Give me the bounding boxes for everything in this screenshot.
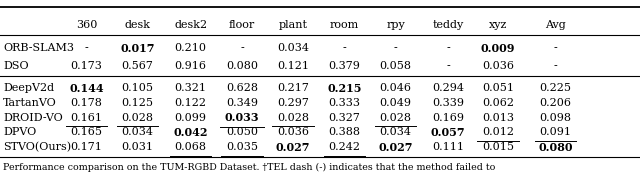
Text: 0.161: 0.161 <box>70 113 102 123</box>
Text: ORB-SLAM3: ORB-SLAM3 <box>3 43 74 53</box>
Text: DROID-VO: DROID-VO <box>3 113 63 123</box>
Text: 0.206: 0.206 <box>540 98 572 108</box>
Text: 0.294: 0.294 <box>432 83 464 93</box>
Text: 0.349: 0.349 <box>226 98 258 108</box>
Text: 0.091: 0.091 <box>540 127 572 137</box>
Text: 0.122: 0.122 <box>175 98 207 108</box>
Text: 0.628: 0.628 <box>226 83 258 93</box>
Text: 0.215: 0.215 <box>327 83 362 94</box>
Text: room: room <box>330 20 359 30</box>
Text: 0.321: 0.321 <box>175 83 207 93</box>
Text: -: - <box>342 43 346 53</box>
Text: 0.165: 0.165 <box>70 127 102 137</box>
Text: 0.046: 0.046 <box>380 83 412 93</box>
Text: 0.121: 0.121 <box>277 61 309 71</box>
Text: -: - <box>394 43 397 53</box>
Text: 0.034: 0.034 <box>380 127 412 137</box>
Text: desk2: desk2 <box>174 20 207 30</box>
Text: -: - <box>446 61 450 71</box>
Text: Performance comparison on the TUM-RGBD Dataset. †TEL dash (-) indicates that the: Performance comparison on the TUM-RGBD D… <box>3 163 495 172</box>
Text: 0.171: 0.171 <box>70 142 102 152</box>
Text: 0.042: 0.042 <box>173 127 208 138</box>
Text: 0.034: 0.034 <box>122 127 154 137</box>
Text: 0.049: 0.049 <box>380 98 412 108</box>
Text: 0.339: 0.339 <box>432 98 464 108</box>
Text: desk: desk <box>125 20 150 30</box>
Text: 0.057: 0.057 <box>431 127 465 138</box>
Text: 0.015: 0.015 <box>482 142 514 152</box>
Text: 0.050: 0.050 <box>226 127 258 137</box>
Text: 360: 360 <box>76 20 97 30</box>
Text: DeepV2d: DeepV2d <box>3 83 54 93</box>
Text: 0.036: 0.036 <box>482 61 514 71</box>
Text: 0.058: 0.058 <box>380 61 412 71</box>
Text: 0.111: 0.111 <box>432 142 464 152</box>
Text: -: - <box>554 43 557 53</box>
Text: 0.027: 0.027 <box>276 142 310 153</box>
Text: 0.567: 0.567 <box>122 61 154 71</box>
Text: 0.051: 0.051 <box>482 83 514 93</box>
Text: 0.099: 0.099 <box>175 113 207 123</box>
Text: 0.012: 0.012 <box>482 127 514 137</box>
Text: TartanVO: TartanVO <box>3 98 57 108</box>
Text: plant: plant <box>278 20 308 30</box>
Text: 0.062: 0.062 <box>482 98 514 108</box>
Text: 0.125: 0.125 <box>122 98 154 108</box>
Text: DSO: DSO <box>3 61 29 71</box>
Text: 0.031: 0.031 <box>122 142 154 152</box>
Text: 0.297: 0.297 <box>277 98 309 108</box>
Text: 0.035: 0.035 <box>226 142 258 152</box>
Text: -: - <box>84 43 88 53</box>
Text: 0.173: 0.173 <box>70 61 102 71</box>
Text: teddy: teddy <box>433 20 463 30</box>
Text: 0.017: 0.017 <box>120 43 155 54</box>
Text: 0.169: 0.169 <box>432 113 464 123</box>
Text: 0.080: 0.080 <box>538 142 573 153</box>
Text: DPVO: DPVO <box>3 127 36 137</box>
Text: 0.388: 0.388 <box>328 127 360 137</box>
Text: 0.013: 0.013 <box>482 113 514 123</box>
Text: 0.009: 0.009 <box>481 43 515 54</box>
Text: 0.178: 0.178 <box>70 98 102 108</box>
Text: 0.028: 0.028 <box>380 113 412 123</box>
Text: 0.028: 0.028 <box>277 113 309 123</box>
Text: floor: floor <box>228 20 255 30</box>
Text: 0.033: 0.033 <box>225 112 259 123</box>
Text: 0.027: 0.027 <box>378 142 413 153</box>
Text: rpy: rpy <box>386 20 405 30</box>
Text: 0.242: 0.242 <box>328 142 360 152</box>
Text: 0.379: 0.379 <box>328 61 360 71</box>
Text: Avg: Avg <box>545 20 566 30</box>
Text: -: - <box>240 43 244 53</box>
Text: 0.036: 0.036 <box>277 127 309 137</box>
Text: 0.225: 0.225 <box>540 83 572 93</box>
Text: 0.068: 0.068 <box>175 142 207 152</box>
Text: 0.098: 0.098 <box>540 113 572 123</box>
Text: 0.105: 0.105 <box>122 83 154 93</box>
Text: -: - <box>554 61 557 71</box>
Text: 0.144: 0.144 <box>69 83 104 94</box>
Text: 0.327: 0.327 <box>328 113 360 123</box>
Text: 0.333: 0.333 <box>328 98 360 108</box>
Text: 0.916: 0.916 <box>175 61 207 71</box>
Text: STVO(Ours): STVO(Ours) <box>3 142 71 152</box>
Text: 0.080: 0.080 <box>226 61 258 71</box>
Text: xyz: xyz <box>489 20 507 30</box>
Text: 0.210: 0.210 <box>175 43 207 53</box>
Text: -: - <box>446 43 450 53</box>
Text: 0.028: 0.028 <box>122 113 154 123</box>
Text: 0.034: 0.034 <box>277 43 309 53</box>
Text: 0.217: 0.217 <box>277 83 309 93</box>
